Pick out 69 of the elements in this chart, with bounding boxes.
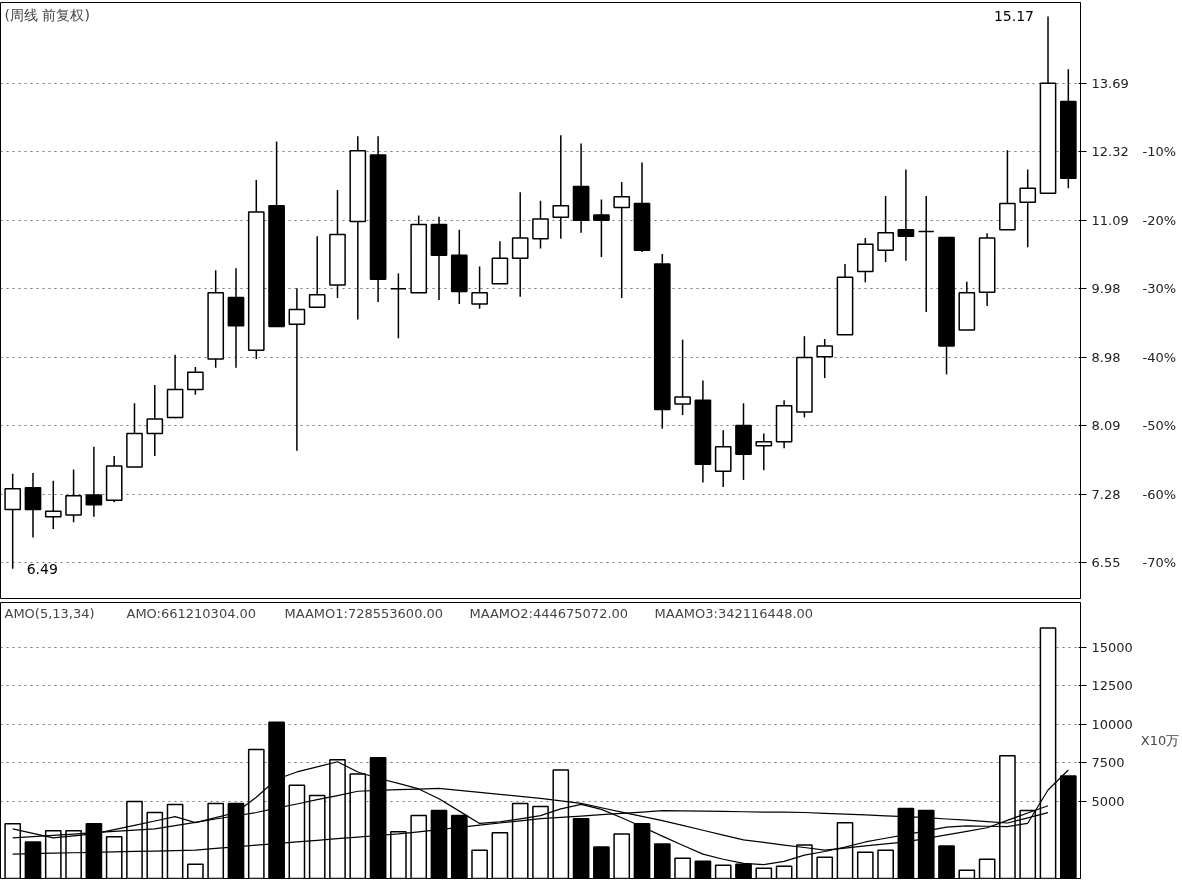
bar [714, 864, 732, 879]
candlestick [24, 472, 42, 539]
candlestick [1019, 168, 1037, 248]
bar [978, 858, 996, 879]
candlestick [613, 181, 631, 299]
candlestick [877, 195, 894, 263]
y2-tick-label: -60% [1142, 486, 1177, 502]
candlestick [593, 198, 610, 258]
bar [613, 833, 631, 879]
y-tick-label: 5000 [1091, 793, 1125, 809]
candlestick [816, 338, 834, 379]
y-tick-label: 6.55 [1091, 555, 1121, 571]
bar [958, 869, 976, 879]
bar [653, 843, 671, 879]
y-tick-label: 11.09 [1091, 212, 1129, 228]
candlestick [65, 468, 82, 524]
y-tick-label: 8.98 [1091, 350, 1121, 366]
bar [816, 856, 834, 879]
bar [775, 865, 793, 879]
y-tick-label: 15000 [1091, 639, 1133, 655]
annotation: AMO(5,13,34) [4, 605, 95, 621]
y-tick-label: 7.28 [1091, 486, 1121, 502]
candlestick [552, 134, 570, 240]
annotation: AMO:661210304.00 [126, 605, 257, 621]
y-tick-label: 13.69 [1091, 75, 1129, 91]
candlestick [308, 235, 326, 309]
y2-tick-label: -40% [1142, 349, 1177, 365]
annotation: MAAMO2:444675072.00 [469, 605, 629, 621]
bar [491, 832, 509, 879]
candlestick [288, 287, 306, 452]
y2-tick-label: -70% [1142, 555, 1177, 571]
y-tick-label: 8.09 [1091, 417, 1121, 433]
y2-tick-label: -50% [1142, 418, 1177, 434]
candlestick [532, 199, 549, 250]
y2-tick-label: -30% [1142, 281, 1177, 297]
chart-title: (周线 前复权) [4, 6, 90, 23]
y-tick-label: 9.98 [1091, 281, 1121, 297]
bar [593, 846, 610, 879]
candlestick [390, 272, 407, 340]
candlestick [917, 195, 935, 313]
y-tick-label: 7500 [1091, 755, 1125, 771]
y-tick-label: 12.32 [1091, 144, 1129, 160]
candlestick [85, 445, 103, 518]
annotation: MAAMO3:342116448.00 [654, 605, 814, 621]
bar [694, 860, 712, 879]
bar [938, 845, 955, 879]
annotation: 15.17 [993, 8, 1035, 25]
candlestick [471, 265, 488, 310]
bar [755, 867, 773, 879]
candlestick [674, 338, 691, 416]
candlestick [4, 473, 22, 570]
candlestick [511, 191, 529, 298]
candlestick [755, 432, 773, 472]
bar [471, 849, 488, 879]
y-tick-label: 12500 [1091, 678, 1133, 694]
y-axis-title: X10万 [1140, 733, 1180, 748]
bar [856, 851, 874, 879]
candlestick [146, 384, 164, 457]
y2-tick-label: -20% [1142, 212, 1177, 228]
bar [877, 849, 894, 879]
candlestick [187, 366, 204, 396]
annotation: 6.49 [26, 560, 58, 577]
y2-tick-label: -10% [1142, 144, 1177, 160]
y-tick-label: 10000 [1091, 716, 1133, 732]
annotation: MAAMO1:728553600.00 [284, 605, 444, 621]
bar [187, 863, 204, 879]
candlestick [44, 480, 62, 530]
candlestick [897, 168, 915, 262]
bar [674, 857, 691, 879]
